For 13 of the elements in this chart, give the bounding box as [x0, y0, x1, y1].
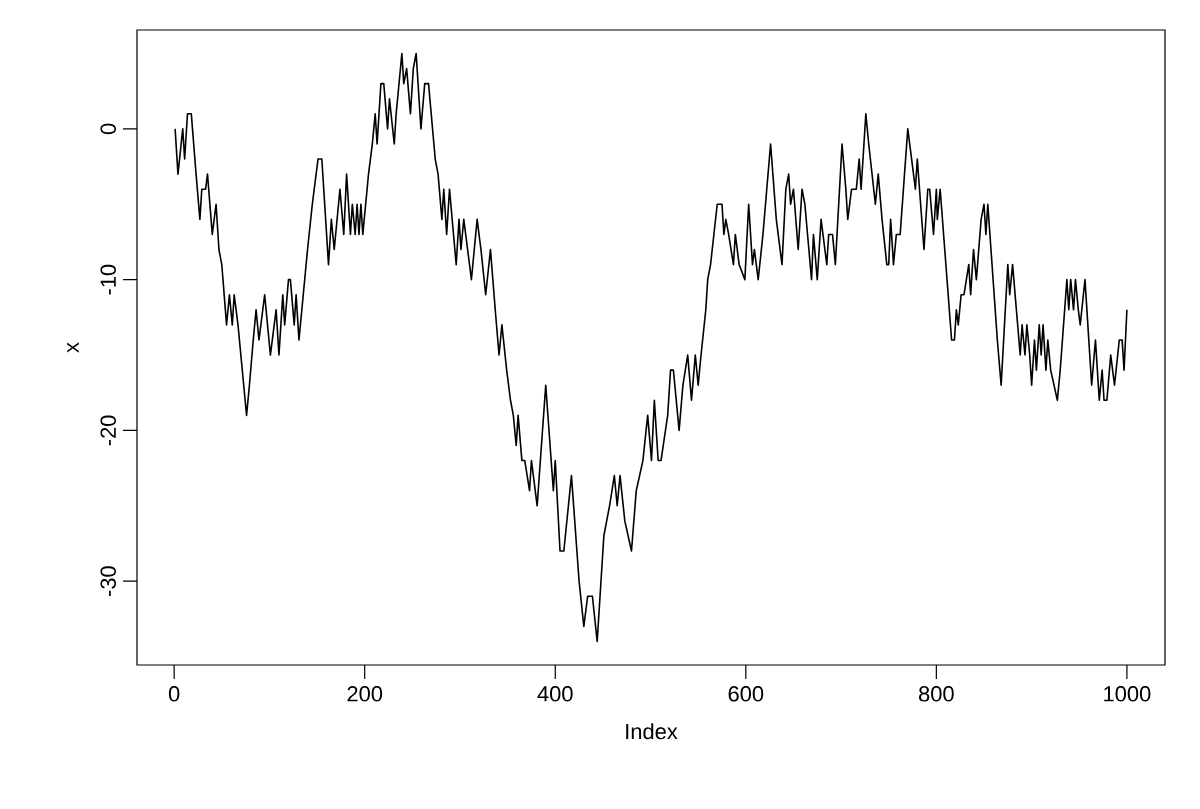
y-tick-label: -20	[100, 415, 116, 446]
y-axis-title: x	[67, 342, 79, 353]
x-tick-label: 200	[347, 686, 383, 702]
x-tick-label: 800	[919, 686, 954, 702]
line-series	[174, 52, 1128, 643]
y-tick-label: -30	[100, 566, 116, 597]
x-axis-title: Index	[626, 723, 678, 740]
x-tick-label: 0	[168, 686, 180, 702]
x-tick-label: 600	[728, 686, 764, 702]
x-tick-label: 400	[537, 686, 573, 702]
y-tick-label: -10	[100, 264, 116, 295]
y-tick-label: 0	[100, 123, 116, 135]
x-tick-label: 1000	[1104, 686, 1151, 702]
